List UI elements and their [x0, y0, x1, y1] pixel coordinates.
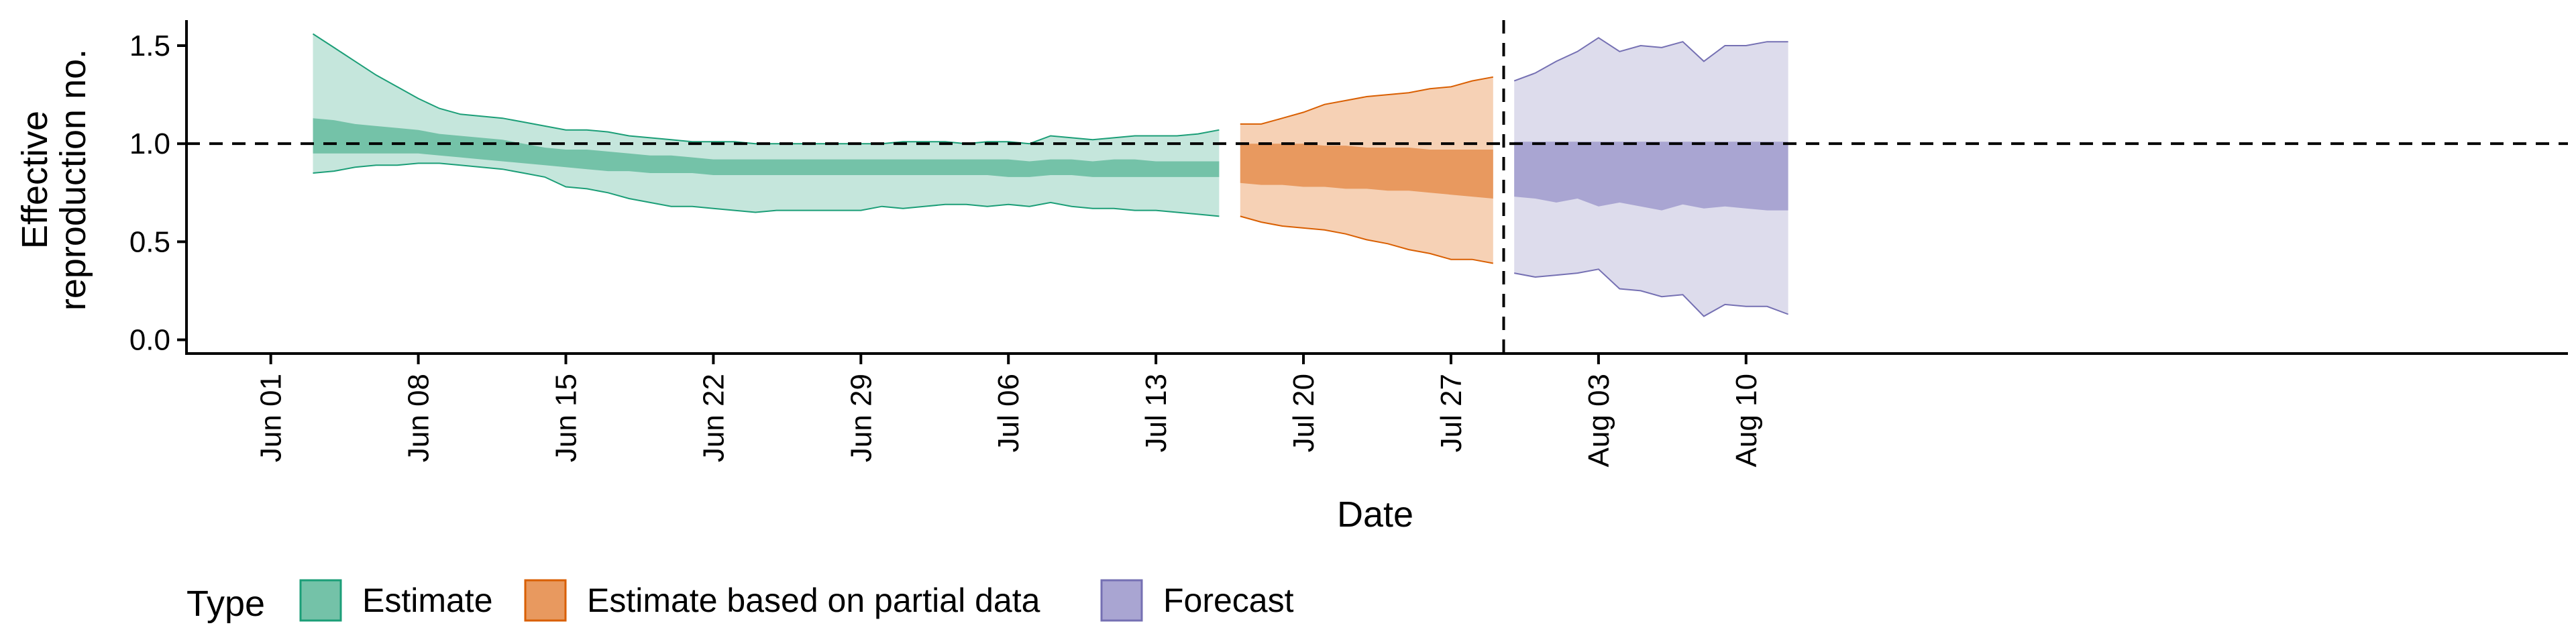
legend-title: Type [186, 584, 265, 624]
legend-label-estimate: Estimate [362, 582, 493, 619]
legend-key-forecast [1100, 579, 1143, 622]
x-tick-label: Jul 20 [1287, 374, 1320, 452]
x-tick-label: Jul 13 [1140, 374, 1173, 452]
ribbon-bands [312, 33, 1788, 317]
y-tick-label: 0.0 [129, 324, 170, 357]
legend-key-estimate-based-on-partial-data [524, 579, 567, 622]
y-ticks: 0.0 0.5 1.0 1.5 [129, 30, 186, 357]
x-tick-label: Jun 29 [845, 374, 877, 462]
x-tick-label: Aug 10 [1730, 374, 1763, 467]
band-edge-lower-estimate [313, 162, 1220, 217]
x-ticks: Jun 01 Jun 08 Jun 15 Jun 22 Jun 29 Jul 06 Jul … [255, 354, 1763, 467]
band-outer-estimate [313, 34, 1220, 217]
x-tick-label: Jul 27 [1435, 374, 1468, 452]
legend-key-estimate [299, 579, 342, 622]
band-edge-upper-forecast [1513, 37, 1788, 82]
legend: Type Estimate Estimate based on partial d… [186, 579, 1294, 624]
band-inner-estimate [313, 118, 1220, 177]
y-axis-title-line-1: Effective [15, 111, 55, 249]
band-inner-forecast [1514, 142, 1788, 211]
x-tick-label: Aug 03 [1582, 374, 1615, 467]
x-tick-label: Jun 22 [697, 374, 730, 462]
x-tick-label: Jun 08 [402, 374, 435, 462]
band-edge-lower-estimate-based-on-partial-data [1240, 215, 1493, 264]
x-tick-label: Jun 01 [255, 374, 288, 462]
x-tick-label: Jun 15 [549, 374, 582, 462]
y-tick-label: 1.0 [129, 127, 170, 160]
y-axis-title-line-2: reproduction no. [53, 49, 93, 311]
x-tick-label: Jul 06 [992, 374, 1025, 452]
band-edge-lower-forecast [1514, 268, 1788, 317]
y-tick-label: 1.5 [129, 30, 170, 62]
band-inner-estimate-based-on-partial-data [1240, 144, 1493, 199]
plot-area: 0.00.51.01.5 Jun 01 Jun 08 Jun 15 Jun 22 Jun… [129, 20, 2568, 467]
legend-label-estimate-based-on-partial-data: Estimate based on partial data [587, 582, 1040, 619]
y-tick-label: 0.5 [129, 225, 170, 258]
x-axis-title: Date [1337, 494, 1413, 535]
band-edge-upper-estimate-based-on-partial-data [1240, 76, 1493, 125]
legend-label-forecast: Forecast [1163, 582, 1294, 619]
